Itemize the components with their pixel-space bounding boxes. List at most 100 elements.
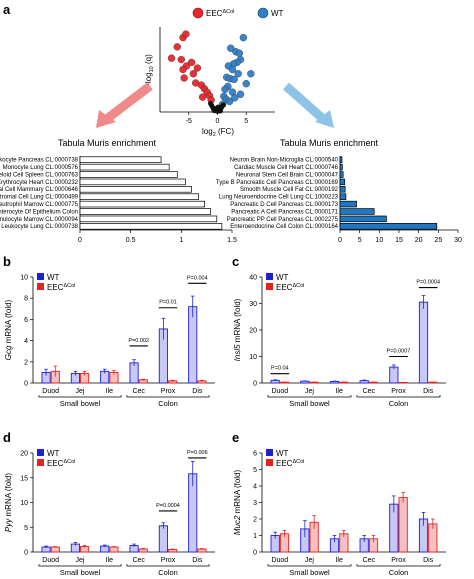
bar-y-label-gene: Gcg <box>4 345 13 360</box>
bar-category-label: Prox <box>391 557 406 564</box>
bar-y-label-gene: Pyy <box>4 518 13 532</box>
enrich-category-label: Basal Cell Mammary CL:0000646 <box>0 187 79 193</box>
bar-legend-swatch <box>266 283 273 290</box>
bar-legend-label: EECΔCol <box>276 283 304 292</box>
enrich-bar <box>339 163 343 171</box>
volcano-point <box>247 70 255 78</box>
bar-legend-swatch <box>266 449 273 456</box>
bar-y-tick-label: 5 <box>253 467 257 474</box>
bar-y-tick-label: 30 <box>249 301 257 308</box>
bar-category-label: Dis <box>423 557 434 564</box>
legend-marker-wt <box>257 7 269 19</box>
enrich-bar <box>79 193 199 200</box>
bar-y-label: Muc2 mRNA (fold) <box>233 469 242 535</box>
bar-p-value: P=0.006 <box>187 450 208 456</box>
bar-eec <box>50 546 60 553</box>
volcano-point <box>221 85 229 94</box>
volcano-point <box>177 55 185 64</box>
bar-category-label: Ile <box>335 557 343 564</box>
bar-group-label: Small bowel <box>60 399 101 408</box>
bar-category-label: Dis <box>423 388 434 395</box>
bar-legend-sup: ΔCol <box>292 459 304 465</box>
bar-y-tick-label: 1 <box>253 533 257 540</box>
volcano-x-ticks: -5 0 5 <box>186 112 248 125</box>
volcano-y-label: -log10 (q) <box>144 54 155 86</box>
enrich-category-label: Cardiac Muscle Cell Heart CL:0000746 <box>234 165 339 171</box>
bar-y-label-tail: mRNA (fold) <box>233 298 242 344</box>
enrich-bar <box>339 171 344 178</box>
enrich-category-label: Leukocyte Lung CL:0000738 <box>1 224 78 230</box>
volcano-point <box>167 54 176 62</box>
bar-category-label: Jej <box>305 557 314 564</box>
bar-group-bracket <box>356 564 441 567</box>
bar-y-tick-label: 6 <box>24 317 28 324</box>
enrich-category-label: Enteroendocrine Cell Colon CL:0000164 <box>230 224 338 230</box>
volcano-x-tick-label: 5 <box>244 118 248 125</box>
bar-legend-name: WT <box>276 449 289 458</box>
bar-y-tick-label: 0 <box>24 381 28 388</box>
volcano-x-label: log2 (FC) <box>202 127 234 138</box>
volcano-point <box>215 104 221 110</box>
volcano-point <box>239 33 248 42</box>
bar-y-tick-label: 0 <box>253 381 257 388</box>
bar-y-tick-label: 5 <box>24 525 28 532</box>
enrich-x-tick-label: 0 <box>338 237 342 244</box>
volcano-point <box>225 97 234 106</box>
enrich-bar <box>339 215 387 223</box>
bar-category-label: Cec <box>132 388 145 395</box>
bar-category-label: Duod <box>42 388 59 395</box>
bar-p-value: P=0.004 <box>187 275 208 281</box>
volcano-point <box>189 70 198 78</box>
bar-legend-swatch <box>37 283 44 290</box>
enrich-category-label: Myeloid Cell Spleen CL:0000763 <box>0 172 79 178</box>
bar-category-label: Prox <box>161 557 176 564</box>
volcano-point <box>228 65 237 74</box>
volcano-point <box>227 44 235 52</box>
enrich-bar <box>339 208 375 215</box>
enrich-bar <box>79 200 205 208</box>
arrow-left-shaft <box>105 82 153 122</box>
bar-y-tick-label: 2 <box>24 359 28 366</box>
volcano-point <box>182 30 190 38</box>
enrich-bar <box>339 193 347 200</box>
bar-p-value: P=0.0004 <box>156 503 180 509</box>
bar-y-tick-label: 4 <box>24 338 28 345</box>
bar-legend-label: EECΔCol <box>47 283 75 292</box>
volcano-x-tick-label: -5 <box>186 118 192 125</box>
legend-marker-eec <box>192 7 204 19</box>
volcano-point <box>235 49 244 57</box>
enrich-x-tick-label: 5 <box>358 237 362 244</box>
enrich-category-label: Type B Pancreatic Cell Pancreas CL:00001… <box>216 180 339 186</box>
bar-legend-label: WT <box>276 273 289 282</box>
enrich-bar <box>339 223 438 230</box>
bar-category-label: Ile <box>106 557 114 564</box>
bar-legend-swatch <box>37 273 44 280</box>
bar-group-label: Small bowel <box>289 568 330 577</box>
panel-letter-c: c <box>232 254 239 269</box>
enrich-category-label: Erythrocyte Heart CL:0000232 <box>0 180 79 186</box>
bar-legend-name: EEC <box>276 459 293 468</box>
volcano-point <box>220 102 226 108</box>
bar-legend-swatch <box>37 459 44 466</box>
bar-legend-name: WT <box>47 273 60 282</box>
enrich-x-tick-label: 1 <box>179 237 183 244</box>
panel-letter-e: e <box>232 430 239 445</box>
enrich-bar <box>339 178 346 186</box>
bar-category-label: Jej <box>305 388 314 395</box>
volcano-point <box>179 65 187 74</box>
bar-y-tick-label: 4 <box>253 484 257 491</box>
volcano-point <box>242 79 250 88</box>
bar-y-tick-label: 0 <box>253 550 257 557</box>
enrich-category-label: Enterocyte Of Epithelium Colon <box>0 209 78 215</box>
bar-wt <box>188 306 198 384</box>
enrich-category-label: Pancreatic A Cell Pancreas CL:0000171 <box>231 209 338 215</box>
enrich-bar <box>79 171 178 178</box>
bar-p-value: P=0.0004 <box>416 280 440 286</box>
bar-group-bracket <box>126 564 210 567</box>
bar-category-label: Dis <box>192 557 203 564</box>
bar-p-value: P=0.04 <box>271 366 289 372</box>
bar-category-label: Dis <box>192 388 203 395</box>
bar-group-label: Colon <box>389 399 409 408</box>
bar-category-label: Ile <box>106 388 114 395</box>
